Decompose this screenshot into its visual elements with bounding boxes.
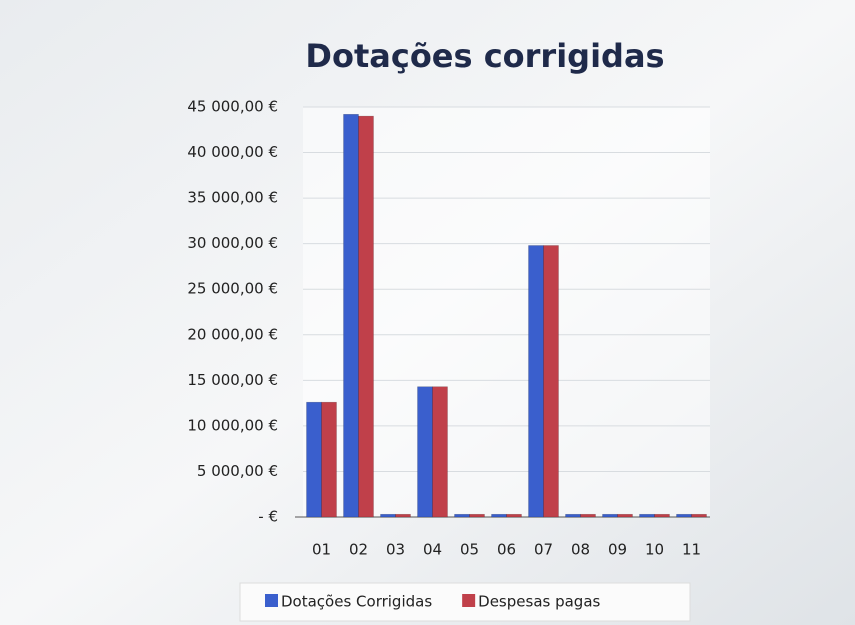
- bar: [654, 513, 670, 518]
- x-tick-label: 07: [534, 541, 553, 559]
- bar: [417, 386, 433, 518]
- y-tick-label: 40 000,00 €: [187, 143, 278, 161]
- legend-swatch: [265, 594, 278, 607]
- bar: [676, 513, 692, 518]
- bar: [491, 513, 507, 518]
- legend-swatch: [462, 594, 476, 607]
- bar: [580, 513, 596, 518]
- x-tick-label: 11: [682, 541, 701, 559]
- bar: [602, 513, 618, 518]
- y-tick-label: 15 000,00 €: [187, 371, 278, 389]
- y-tick-label: 10 000,00 €: [187, 416, 278, 434]
- bar: [432, 386, 448, 518]
- bar: [617, 513, 633, 518]
- bar: [469, 513, 485, 518]
- y-tick-label: 5 000,00 €: [197, 462, 278, 480]
- bar: [343, 113, 359, 518]
- bar: [358, 115, 374, 518]
- x-tick-label: 09: [608, 541, 627, 559]
- x-tick-label: 04: [423, 541, 442, 559]
- bar: [543, 245, 559, 518]
- y-tick-label: 30 000,00 €: [187, 234, 278, 252]
- y-tick-label: 20 000,00 €: [187, 325, 278, 343]
- x-tick-label: 01: [312, 541, 331, 559]
- legend-label: Despesas pagas: [478, 593, 600, 611]
- bar: [395, 513, 411, 518]
- x-tick-label: 08: [571, 541, 590, 559]
- bar: [528, 245, 544, 518]
- y-tick-label: 35 000,00 €: [187, 189, 278, 207]
- y-tick-label: 45 000,00 €: [187, 98, 278, 116]
- bar: [380, 513, 396, 518]
- bar: [565, 513, 581, 518]
- x-tick-label: 03: [386, 541, 405, 559]
- chart-title: Dotações corrigidas: [305, 37, 664, 75]
- x-tick-label: 02: [349, 541, 368, 559]
- bar: [691, 513, 707, 518]
- y-tick-label: 25 000,00 €: [187, 280, 278, 298]
- bar: [639, 513, 655, 518]
- bar: [506, 513, 522, 518]
- bar: [306, 401, 322, 518]
- y-tick-label: - €: [258, 508, 278, 526]
- x-tick-label: 06: [497, 541, 516, 559]
- legend-label: Dotações Corrigidas: [281, 593, 432, 611]
- x-tick-label: 05: [460, 541, 479, 559]
- x-tick-label: 10: [645, 541, 664, 559]
- bar: [454, 513, 470, 518]
- bar: [321, 401, 337, 518]
